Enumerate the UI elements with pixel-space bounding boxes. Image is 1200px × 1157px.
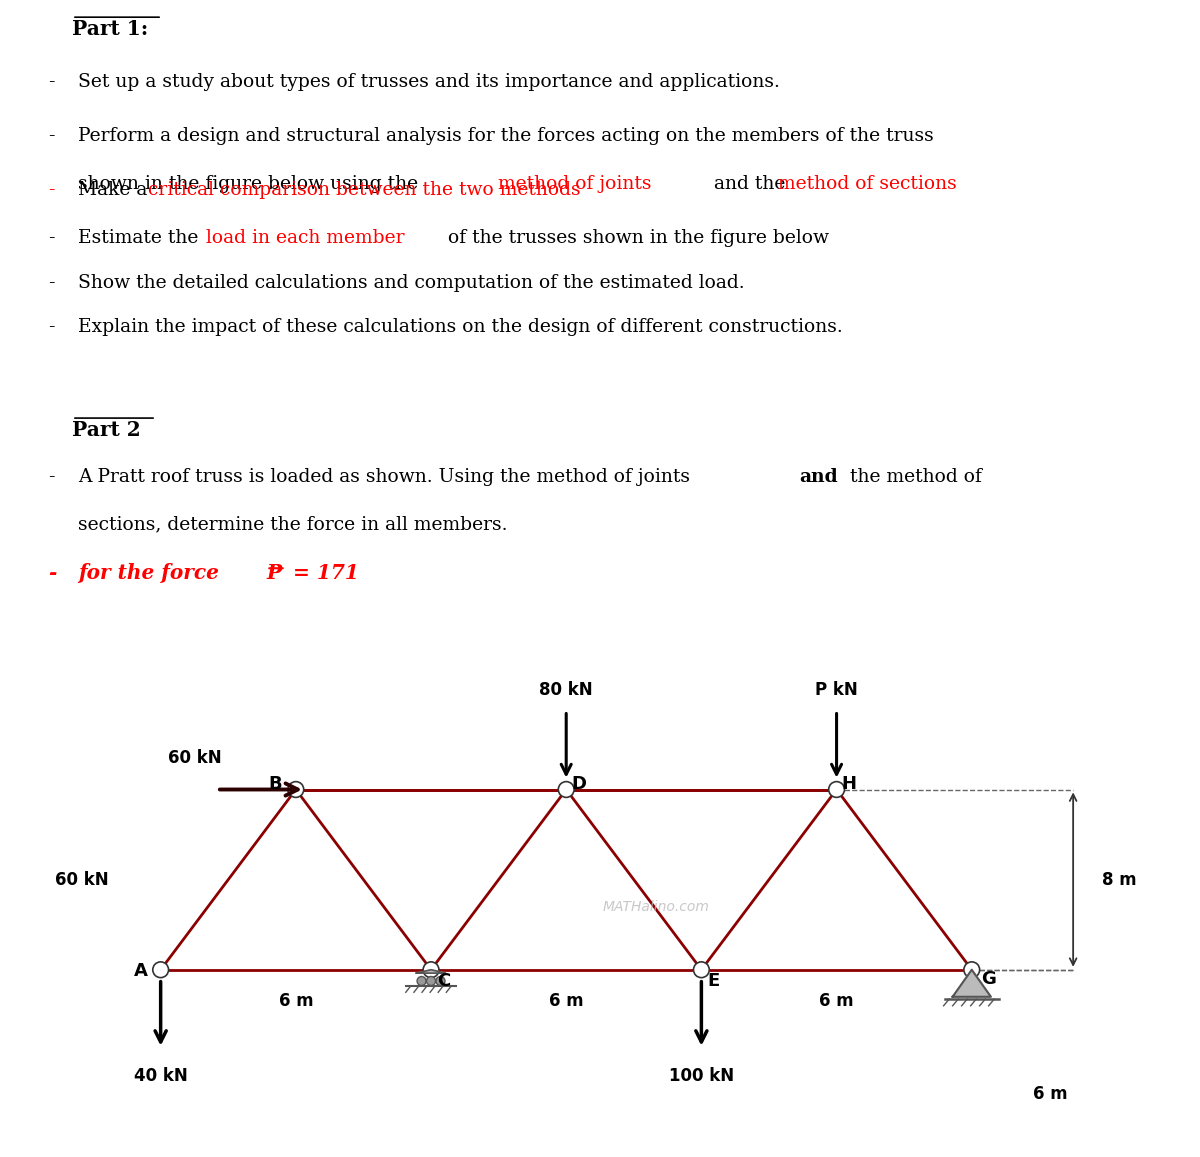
Circle shape [829,782,845,797]
Text: 6 m: 6 m [548,993,583,1010]
Circle shape [424,961,439,978]
Text: 100 kN: 100 kN [668,1067,734,1084]
Text: and the: and the [708,175,791,193]
Circle shape [964,961,979,978]
Text: -: - [48,182,54,199]
Text: Perform a design and structural analysis for the forces acting on the members of: Perform a design and structural analysis… [78,127,934,146]
Circle shape [694,961,709,978]
Text: of the trusses shown in the figure below: of the trusses shown in the figure below [442,229,828,248]
Text: -: - [48,467,54,486]
Text: Show the detailed calculations and computation of the estimated load.: Show the detailed calculations and compu… [78,273,745,292]
Text: -: - [48,73,54,91]
Text: 6 m: 6 m [278,993,313,1010]
Text: A: A [133,961,148,980]
Text: Explain the impact of these calculations on the design of different construction: Explain the impact of these calculations… [78,318,842,337]
Text: P kN: P kN [815,681,858,699]
Circle shape [426,977,436,986]
Text: G: G [982,970,996,988]
Text: and: and [799,467,838,486]
Polygon shape [416,970,445,973]
Text: C: C [437,972,450,990]
Polygon shape [953,970,991,997]
Text: method of joints: method of joints [498,175,652,193]
Text: Make a: Make a [78,182,154,199]
Text: 6 m: 6 m [820,993,854,1010]
Text: D: D [571,775,586,793]
Text: 40 kN: 40 kN [133,1067,187,1084]
Text: H: H [841,775,857,793]
Text: B: B [269,775,282,793]
Text: 80 kN: 80 kN [539,681,593,699]
Text: E: E [708,972,720,990]
Circle shape [418,977,426,986]
Circle shape [288,782,304,797]
Text: shown in the figure below using the: shown in the figure below using the [78,175,424,193]
Text: -: - [48,273,54,292]
Circle shape [558,782,574,797]
Text: P: P [266,563,282,583]
Text: Part 1:: Part 1: [72,19,149,39]
Text: load in each member: load in each member [206,229,404,248]
Text: Set up a study about types of trusses and its importance and applications.: Set up a study about types of trusses an… [78,73,780,91]
Text: method of sections: method of sections [778,175,956,193]
Text: A Pratt roof truss is loaded as shown. Using the method of joints: A Pratt roof truss is loaded as shown. U… [78,467,696,486]
Text: 6 m: 6 m [1033,1084,1068,1103]
Text: Part 2: Part 2 [72,420,140,440]
Text: 60 kN: 60 kN [55,870,109,889]
Text: -: - [48,229,54,248]
Text: -: - [48,127,54,146]
Text: MATHalino.com: MATHalino.com [602,900,709,914]
Text: 8 m: 8 m [1103,870,1138,889]
Circle shape [152,961,168,978]
Text: = 171: = 171 [286,563,359,583]
Text: -: - [48,318,54,337]
Text: the method of: the method of [844,467,982,486]
Circle shape [436,977,445,986]
Text: sections, determine the force in all members.: sections, determine the force in all mem… [78,516,508,533]
Text: for the force: for the force [78,563,226,583]
Text: critical comparison between the two methods: critical comparison between the two meth… [148,182,581,199]
Text: Estimate the: Estimate the [78,229,204,248]
Text: 60 kN: 60 kN [168,749,221,767]
Text: -: - [48,563,56,583]
